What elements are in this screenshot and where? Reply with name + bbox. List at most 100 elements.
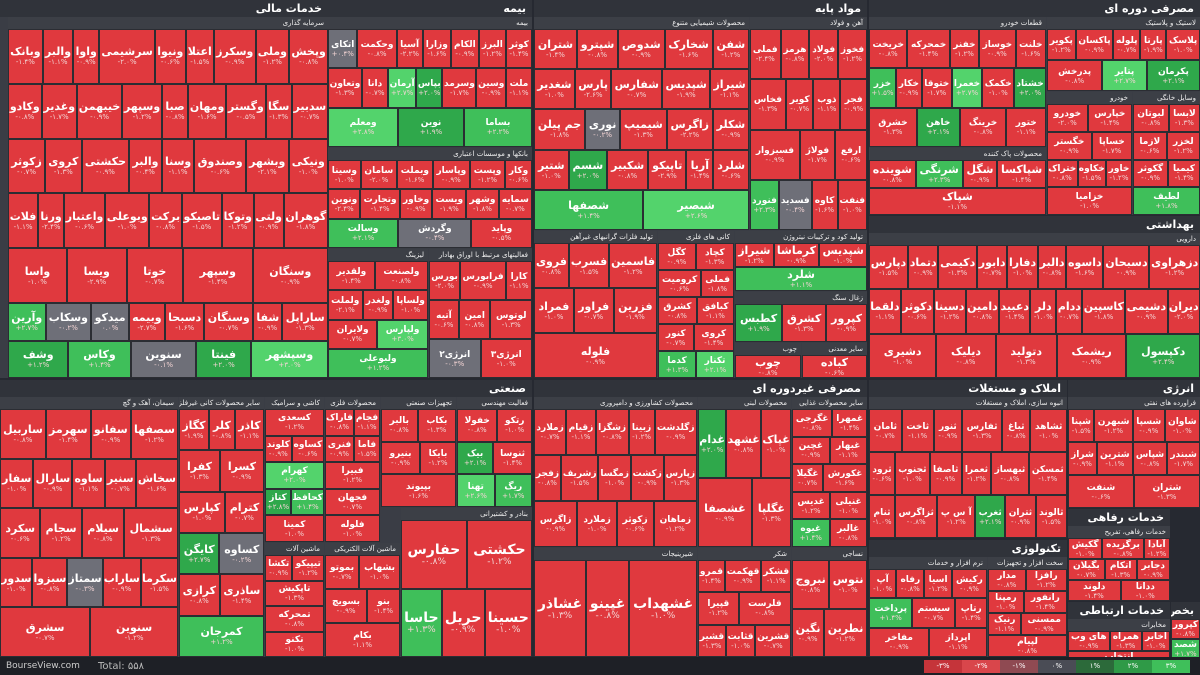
stock-tile[interactable]: خریخت -۰.۸%	[869, 29, 908, 69]
stock-tile[interactable]: ولغدر -۰.۹%	[362, 290, 394, 320]
stock-tile[interactable]: ارفع -۰.۶%	[835, 129, 867, 180]
stock-tile[interactable]: وسالت +۲.۱%	[328, 218, 399, 248]
stock-tile[interactable]: فجر -۰.۹%	[840, 79, 867, 130]
stock-tile[interactable]: غشصفا -۰.۹%	[698, 478, 752, 547]
stock-tile[interactable]: وسینا -۱.۰%	[328, 160, 361, 190]
stock-tile[interactable]: سدور -۱.۰%	[0, 557, 33, 608]
stock-tile[interactable]: فاسمین -۱.۲%	[609, 243, 657, 288]
industry-investment-misc[interactable]: ساراپل -۱.۳% شفا -۰.۹% وسنگان -۰.۷% دسبحا -۱.۶%…	[8, 303, 328, 378]
stock-tile[interactable]: وبیمه -۲.۷%	[128, 303, 165, 341]
stock-tile[interactable]: کشرق -۱.۳%	[782, 304, 827, 342]
stock-tile[interactable]: انرژی۳ -۱.۰%	[480, 339, 532, 378]
stock-tile[interactable]: ورنا -۲.۴%	[38, 193, 65, 249]
stock-tile[interactable]: فنورد +۲.۳%	[750, 179, 779, 230]
stock-tile[interactable]: سیلام -۰.۸%	[81, 508, 125, 558]
stock-tile[interactable]: شپنا -۱.۵%	[1068, 409, 1095, 442]
stock-tile[interactable]: ریگ +۱.۷%	[494, 474, 532, 507]
stock-tile[interactable]: سمتاز -۰.۳%	[67, 557, 103, 608]
stock-tile[interactable]: فنری -۰.۹%	[325, 435, 354, 463]
stock-tile[interactable]: سارال -۰.۹%	[33, 458, 73, 509]
stock-tile[interactable]: اپرداز -۱.۱%	[929, 627, 987, 657]
stock-tile[interactable]: سشمال -۱.۳%	[124, 508, 178, 558]
stock-tile[interactable]: وشف +۱.۲%	[8, 340, 69, 378]
stock-tile[interactable]: گوهران -۱.۸%	[283, 193, 328, 249]
stock-tile[interactable]: فراور -۰.۷%	[573, 288, 614, 333]
stock-tile[interactable]: شپاکسا -۱.۴%	[997, 160, 1046, 188]
stock-tile[interactable]: خزر +۱.۵%	[869, 68, 896, 108]
stock-tile[interactable]: ثاصفا -۰.۹%	[929, 452, 962, 495]
stock-tile[interactable]: شتران -۱.۳%	[1133, 475, 1200, 508]
stock-tile[interactable]: گکوثر -۰.۹%	[1133, 159, 1169, 188]
stock-tile[interactable]: شوینده -۰.۸%	[869, 160, 916, 188]
stock-tile[interactable]: کگل -۰.۹%	[658, 243, 696, 270]
stock-tile[interactable]: ثاخت -۱.۱%	[901, 409, 934, 452]
stock-tile[interactable]: بساما +۲.۲%	[463, 107, 532, 147]
stock-tile[interactable]: وپست -۱.۲%	[469, 160, 506, 190]
stock-tile[interactable]: فاما -۱.۵%	[354, 435, 380, 463]
stock-tile[interactable]: وکاس +۱.۴%	[68, 340, 131, 378]
stock-tile[interactable]: شفن -۱.۲%	[712, 29, 749, 70]
stock-tile[interactable]: شفا -۰.۹%	[253, 303, 283, 341]
stock-tile[interactable]: سصفها -۱.۲%	[130, 409, 178, 459]
stock-tile[interactable]: شترین -۱.۱%	[1096, 442, 1133, 475]
stock-tile[interactable]: کاذر -۱.۱%	[234, 409, 264, 451]
stock-tile[interactable]: ومهان -۱.۶%	[188, 83, 227, 139]
stock-tile[interactable]: آریا -۱.۴%	[686, 149, 714, 190]
industry-wood[interactable]: چوب چوب -۰.۸%	[735, 343, 801, 378]
stock-tile[interactable]: زشریف -۱.۵%	[560, 455, 599, 501]
industry-chemicals[interactable]: محصولات شیمیایی متنوع شفن -۱.۲% شخارک -۱.۶%…	[534, 17, 749, 230]
stock-tile[interactable]: بورس -۲.۰%	[429, 261, 461, 300]
stock-tile[interactable]: لبوتان -۰.۸%	[1133, 104, 1169, 132]
stock-tile[interactable]: ویست -۱.۹%	[432, 189, 467, 219]
stock-tile[interactable]: حفارس -۰.۸%	[401, 520, 467, 589]
stock-tile[interactable]: غنیلی -۱.۰%	[830, 491, 867, 520]
stock-tile[interactable]: وسپهر -۱.۴%	[183, 248, 253, 303]
stock-tile[interactable]: وسپهر -۱.۲%	[122, 83, 163, 139]
stock-tile[interactable]: فولاد -۲.۰%	[809, 29, 838, 80]
industry-confectionery[interactable]: شکر قشکر -۱.۱% قهکمت -۰.۹% قمرو -۱.۴% قلرست -۰.…	[698, 548, 791, 657]
stock-tile[interactable]: غشهداب -۱.۰%	[629, 560, 697, 657]
stock-tile[interactable]: بپیوند -۱.۶%	[381, 474, 456, 507]
stock-tile[interactable]: مفاخر -۰.۹%	[869, 627, 930, 657]
stock-tile[interactable]: حاسا +۱.۳%	[401, 588, 442, 657]
stock-tile[interactable]: وگستر -۰.۵%	[226, 83, 266, 139]
stock-tile[interactable]: ثعمرا -۱.۲%	[961, 452, 992, 495]
stock-tile[interactable]: سنیر -۰.۷%	[104, 458, 136, 509]
stock-tile[interactable]: حکشتی -۱.۲%	[466, 520, 532, 589]
stock-tile[interactable]: دشیری -۱.۰%	[869, 333, 937, 378]
stock-tile[interactable]: شپاس -۰.۸%	[1132, 442, 1168, 475]
stock-tile[interactable]: خعمرا +۲.۷%	[951, 68, 983, 108]
industry-auto-parts[interactable]: قطعات خودرو خلنت -۱.۶% خوساز -۰.۹% خفنر -۱.۲%…	[869, 17, 1046, 147]
stock-tile[interactable]: شپدیس -۱.۹%	[662, 69, 711, 110]
stock-tile[interactable]: کشرق -۰.۸%	[658, 297, 697, 324]
stock-tile[interactable]: دکیمی -۱.۳%	[938, 245, 977, 290]
stock-tile[interactable]: خگستر -۰.۹%	[1047, 131, 1092, 160]
stock-tile[interactable]: بنیرو -۰.۹%	[381, 441, 420, 475]
stock-tile[interactable]: داسوه -۱.۶%	[1066, 245, 1104, 290]
stock-tile[interactable]: ثنام -۱.۰%	[869, 495, 896, 538]
stock-tile[interactable]: پکرمان +۲.۱%	[1146, 60, 1200, 91]
stock-tile[interactable]: وکادو -۰.۸%	[8, 83, 42, 139]
sector-industrial[interactable]: صنعتی سیمان، آهک و گچ سصفها -۱.۲% سفانو -۰.…	[0, 380, 532, 657]
stock-tile[interactable]: بسویچ -۰.۹%	[325, 589, 368, 623]
stock-tile[interactable]: دسینا -۱.۲%	[933, 289, 966, 334]
stock-tile[interactable]: فسدید -۰.۴%	[778, 179, 812, 230]
stock-tile[interactable]: ددام -۰.۷%	[1056, 289, 1083, 334]
stock-tile[interactable]: ثامان -۰.۷%	[869, 409, 902, 452]
stock-tile[interactable]: کاوه -۱.۶%	[811, 179, 838, 230]
stock-tile[interactable]: غچین -۰.۹%	[792, 436, 830, 465]
stock-tile[interactable]: ثشاهد -۱.۰%	[1030, 409, 1067, 452]
stock-tile[interactable]: ثنوسا -۱.۴%	[493, 441, 532, 475]
stock-tile[interactable]: وسنگان -۰.۷%	[204, 303, 254, 341]
stock-tile[interactable]: کترام -۰.۷%	[224, 491, 264, 533]
sector-real-estate[interactable]: املاک و مستغلات انبوه سازی، املاک و مستغ…	[869, 380, 1067, 538]
industry-leasing[interactable]: لیزینگ ولصنعت -۰.۸% ولقدیر -۱.۴% ولساپا -۱.۰%…	[328, 249, 428, 378]
stock-tile[interactable]: غپینو -۰.۸%	[586, 560, 630, 657]
stock-tile[interactable]: کویر -۰.۷%	[785, 79, 814, 130]
stock-tile[interactable]: فخوز -۱.۲%	[838, 29, 867, 80]
stock-tile[interactable]: خفنر -۱.۲%	[949, 29, 980, 69]
stock-tile[interactable]: ثتران -۰.۹%	[1005, 495, 1036, 538]
stock-tile[interactable]: زملارد -۰.۷%	[534, 409, 567, 455]
industry-other[interactable]: کپرور -۰.۸% شصد +۱.۷%	[1171, 619, 1200, 657]
stock-tile[interactable]: خکاوه -۱.۵%	[1077, 159, 1106, 188]
